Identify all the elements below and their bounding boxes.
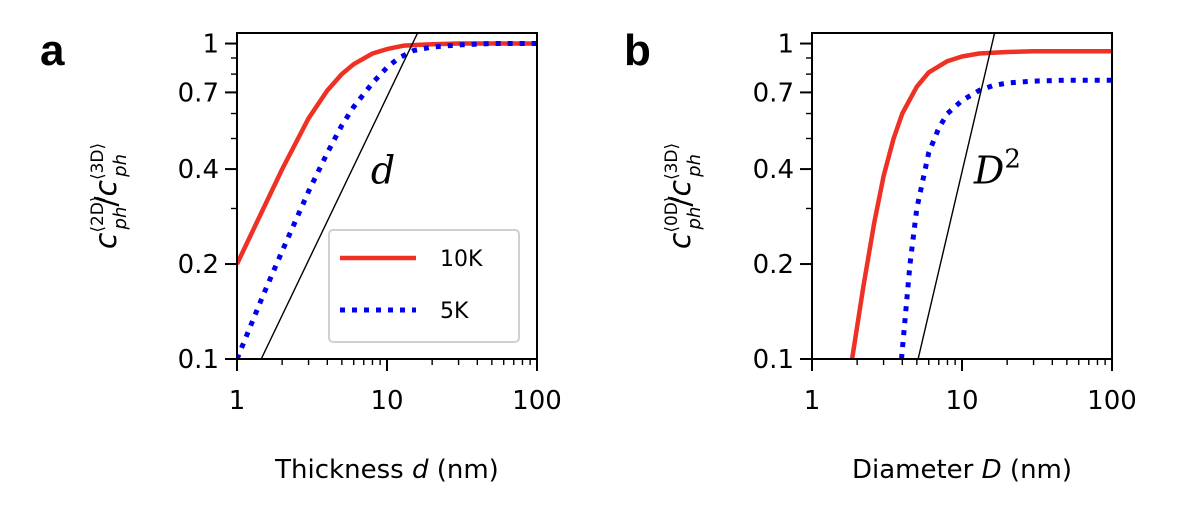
x-tick-label: 10	[370, 386, 403, 416]
annotation-d: d	[371, 149, 395, 193]
y-tick-label: 0.1	[178, 345, 219, 375]
y-axis-label: c⟨2D⟩ ph/c⟨3D⟩ ph	[88, 143, 131, 249]
x-axis-label: Thickness d (nm)	[274, 455, 499, 485]
legend: 10K 5K	[328, 229, 520, 343]
series-line-5k	[899, 77, 1112, 359]
y-label-sup-den: ⟨3D⟩	[88, 143, 108, 180]
panel-a-label: a	[40, 26, 65, 75]
axis-ticks: 1 10 100 0.1 0.2 0.4 0.7 1	[178, 30, 562, 416]
y-tick-label: 0.4	[178, 155, 219, 185]
series-line-scaling	[917, 33, 996, 359]
y-tick-label: 0.2	[178, 250, 219, 280]
x-tick-label: 1	[229, 386, 246, 416]
plot-lines	[849, 33, 1112, 359]
axis-ticks: 1 10 100 0.1 0.2 0.4 0.7 1	[753, 30, 1137, 416]
x-tick-label: 100	[1087, 386, 1137, 416]
x-tick-label: 100	[512, 386, 562, 416]
series-line-scaling	[260, 33, 419, 359]
y-label-sub: ph	[110, 207, 131, 231]
y-tick-label: 0.4	[753, 155, 794, 185]
x-axis-label: Diameter D (nm)	[852, 455, 1072, 485]
svg-text:c⟨2D⟩ph/c⟨3D⟩ph: c⟨2D⟩ ph/c⟨3D⟩ ph	[88, 143, 131, 249]
y-tick-label: 0.7	[753, 78, 794, 108]
y-tick-label: 1	[202, 30, 219, 60]
y-label-sub-den: ph	[110, 154, 131, 178]
x-tick-label: 1	[804, 386, 821, 416]
series-line-5k	[237, 41, 537, 359]
y-label-sup-num: ⟨2D⟩	[88, 195, 108, 232]
y-axis-label: c⟨0D⟩ ph/c⟨3D⟩ ph	[662, 143, 705, 249]
panel-b: b c⟨0D⟩ ph/c⟨3D⟩ ph 1 10 100 0.1 0.2 0.4 0.7 1 D2…	[624, 26, 1137, 485]
y-tick-label: 0.1	[753, 345, 794, 375]
plot-frame	[811, 32, 1113, 360]
x-tick-label: 10	[945, 386, 978, 416]
svg-text:c⟨0D⟩ph/c⟨3D⟩ph: c⟨0D⟩ ph/c⟨3D⟩ ph	[662, 143, 705, 249]
y-label-base-den: c	[89, 180, 124, 197]
y-tick-label: 0.7	[178, 78, 219, 108]
series-line-10k	[849, 49, 1112, 359]
y-tick-label: 0.2	[753, 250, 794, 280]
plot-lines	[237, 33, 537, 359]
y-tick-label: 1	[777, 30, 794, 60]
legend-label-5k: 5K	[440, 299, 469, 324]
y-label-base: c	[89, 232, 124, 249]
legend-label-10k: 10K	[440, 247, 483, 272]
panel-b-label: b	[624, 26, 651, 75]
annotation-d-squared: D2	[973, 145, 1021, 193]
